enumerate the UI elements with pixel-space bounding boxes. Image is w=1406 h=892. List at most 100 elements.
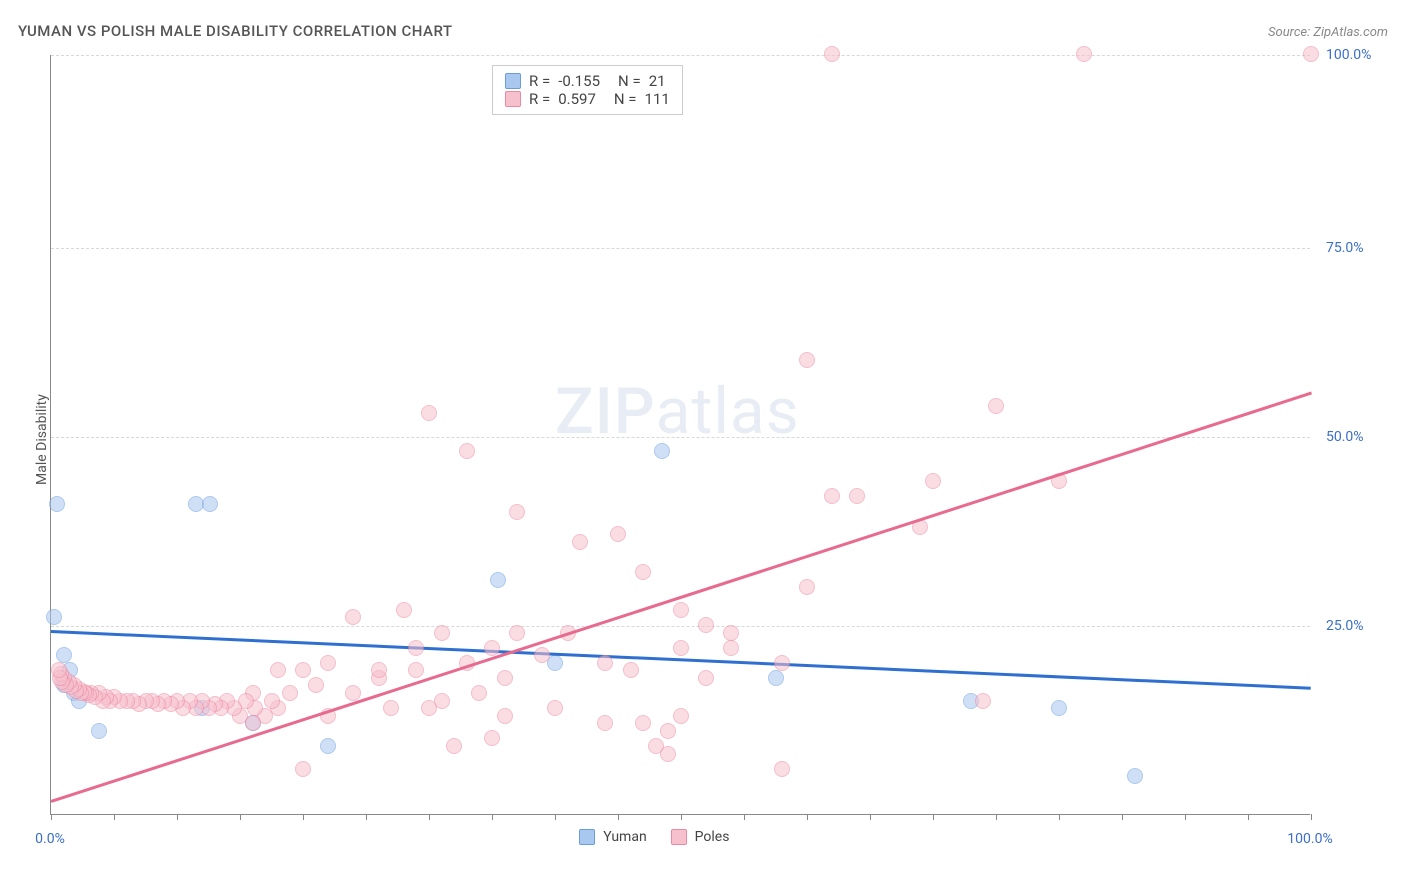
scatter-point — [434, 625, 450, 641]
scatter-point — [308, 677, 324, 693]
n-value: 111 — [645, 90, 670, 108]
x-tick — [51, 814, 52, 820]
scatter-point — [484, 730, 500, 746]
x-tick — [240, 814, 241, 820]
chart-container: YUMAN VS POLISH MALE DISABILITY CORRELAT… — [0, 0, 1406, 892]
y-tick-label: 25.0% — [1326, 618, 1364, 634]
scatter-point — [497, 670, 513, 686]
scatter-point — [774, 655, 790, 671]
gridline — [51, 626, 1310, 627]
trend-line — [51, 392, 1312, 803]
y-axis-label: Male Disability — [34, 394, 50, 485]
watermark-zip: ZIP — [555, 374, 656, 449]
legend-swatch — [671, 829, 687, 845]
scatter-point — [849, 488, 865, 504]
scatter-point — [264, 693, 280, 709]
scatter-point — [46, 609, 62, 625]
x-tick — [114, 814, 115, 820]
scatter-point — [723, 625, 739, 641]
scatter-point — [610, 526, 626, 542]
watermark: ZIPatlas — [555, 374, 800, 449]
scatter-point — [698, 670, 714, 686]
x-tick — [1122, 814, 1123, 820]
x-tick — [429, 814, 430, 820]
scatter-point — [56, 647, 72, 663]
correlation-row: R = -0.155N = 21 — [505, 72, 670, 90]
scatter-point — [371, 662, 387, 678]
chart-title: YUMAN VS POLISH MALE DISABILITY CORRELAT… — [18, 22, 453, 40]
plot-area: ZIPatlas R = -0.155N = 21R = 0.597N = 11… — [50, 55, 1310, 815]
legend-item: Yuman — [579, 829, 646, 845]
scatter-point — [1051, 700, 1067, 716]
scatter-point — [988, 398, 1004, 414]
scatter-point — [345, 609, 361, 625]
scatter-point — [408, 662, 424, 678]
n-value: 21 — [649, 72, 666, 90]
x-tick — [807, 814, 808, 820]
series-swatch — [505, 91, 521, 107]
scatter-point — [673, 640, 689, 656]
x-tick-label: 100.0% — [1287, 831, 1332, 847]
x-tick — [870, 814, 871, 820]
scatter-point — [320, 655, 336, 671]
correlation-box: R = -0.155N = 21R = 0.597N = 111 — [492, 65, 683, 115]
x-tick — [492, 814, 493, 820]
legend-label: Yuman — [603, 829, 646, 845]
legend-swatch — [579, 829, 595, 845]
x-tick — [744, 814, 745, 820]
gridline — [51, 55, 1310, 56]
scatter-point — [421, 700, 437, 716]
n-label: N = — [618, 72, 641, 90]
scatter-point — [471, 685, 487, 701]
scatter-point — [597, 655, 613, 671]
title-row: YUMAN VS POLISH MALE DISABILITY CORRELAT… — [18, 22, 1388, 40]
x-tick — [1185, 814, 1186, 820]
y-tick-label: 100.0% — [1326, 47, 1371, 63]
scatter-point — [446, 738, 462, 754]
series-swatch — [505, 73, 521, 89]
scatter-point — [654, 443, 670, 459]
r-value: -0.155 — [558, 72, 600, 90]
scatter-point — [421, 405, 437, 421]
x-tick — [618, 814, 619, 820]
scatter-point — [245, 715, 261, 731]
scatter-point — [824, 46, 840, 62]
x-tick — [177, 814, 178, 820]
scatter-point — [623, 662, 639, 678]
scatter-point — [484, 640, 500, 656]
x-tick — [366, 814, 367, 820]
legend-bottom: Yuman Poles — [579, 829, 729, 845]
scatter-point — [282, 685, 298, 701]
x-tick-label: 0.0% — [35, 831, 65, 847]
scatter-point — [673, 602, 689, 618]
scatter-point — [295, 761, 311, 777]
watermark-atlas: atlas — [656, 374, 800, 449]
scatter-point — [635, 715, 651, 731]
scatter-point — [459, 443, 475, 459]
trend-line — [51, 630, 1311, 689]
r-value: 0.597 — [558, 90, 596, 108]
source-label: Source: ZipAtlas.com — [1268, 25, 1388, 40]
x-tick — [1311, 814, 1312, 820]
x-tick — [1059, 814, 1060, 820]
scatter-point — [768, 670, 784, 686]
scatter-point — [975, 693, 991, 709]
scatter-point — [925, 473, 941, 489]
scatter-point — [597, 715, 613, 731]
scatter-point — [572, 534, 588, 550]
scatter-point — [202, 496, 218, 512]
scatter-point — [396, 602, 412, 618]
scatter-point — [799, 579, 815, 595]
x-tick — [933, 814, 934, 820]
scatter-point — [1303, 46, 1319, 62]
x-tick — [681, 814, 682, 820]
correlation-row: R = 0.597N = 111 — [505, 90, 670, 108]
scatter-point — [774, 761, 790, 777]
scatter-point — [270, 662, 286, 678]
y-tick-label: 75.0% — [1326, 240, 1364, 256]
legend-item: Poles — [671, 829, 730, 845]
scatter-point — [660, 723, 676, 739]
scatter-point — [490, 572, 506, 588]
scatter-point — [497, 708, 513, 724]
scatter-point — [635, 564, 651, 580]
